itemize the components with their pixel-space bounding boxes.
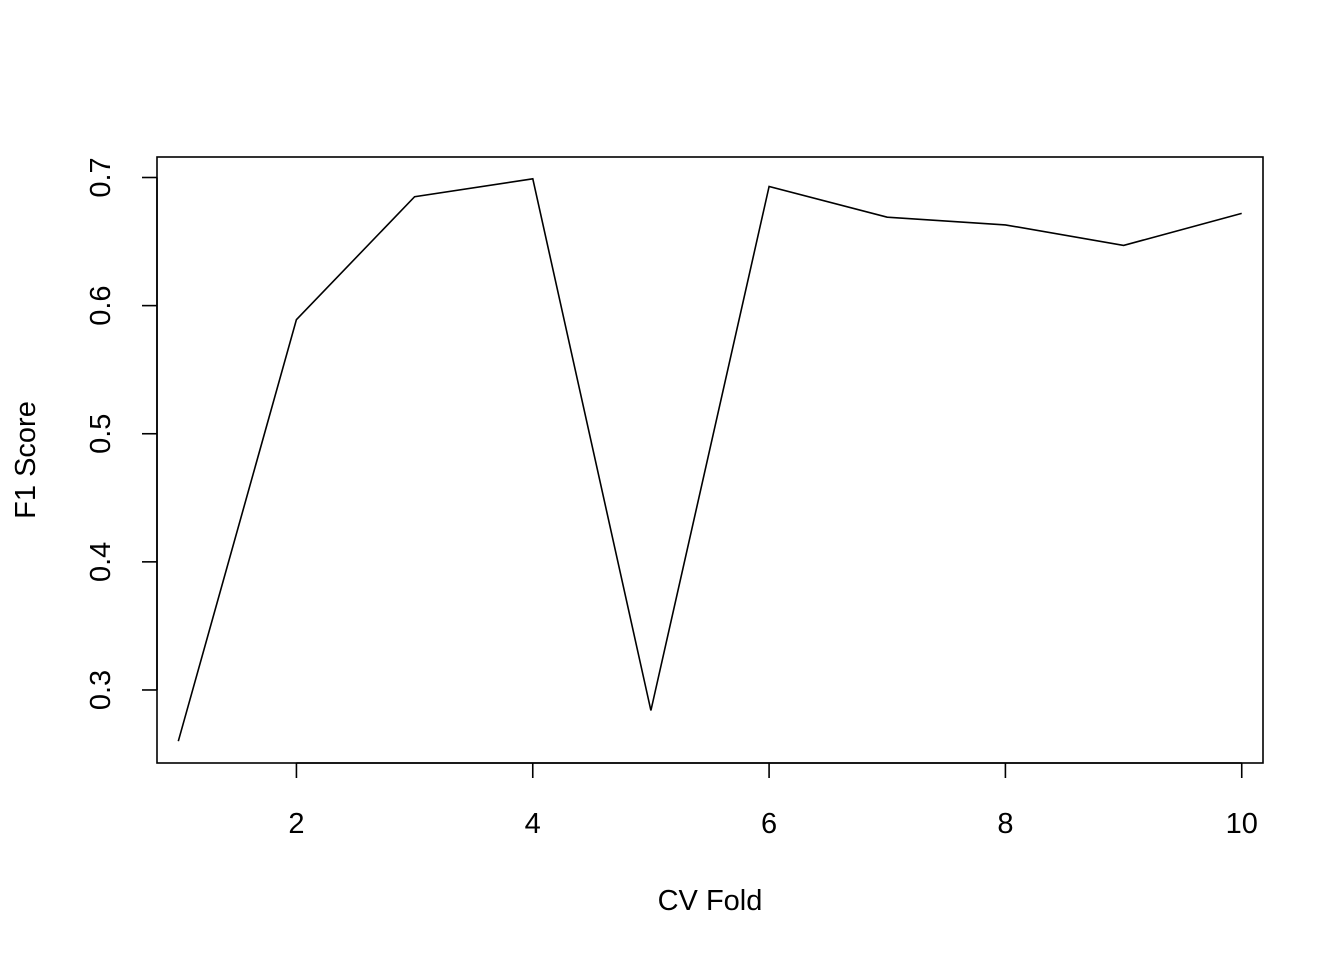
x-tick-label: 6 bbox=[761, 808, 777, 840]
y-tick-label: 0.3 bbox=[85, 670, 117, 710]
x-axis: 2 4 6 8 10 bbox=[288, 762, 1258, 840]
y-tick-label: 0.7 bbox=[85, 157, 117, 197]
x-tick-label: 8 bbox=[997, 808, 1013, 840]
series-group bbox=[177, 177, 1242, 742]
x-axis-title: CV Fold bbox=[658, 885, 763, 917]
x-tick-label: 4 bbox=[525, 808, 541, 840]
y-axis: 0.3 0.4 0.5 0.6 0.7 bbox=[85, 157, 158, 710]
series-line bbox=[177, 177, 1242, 742]
y-axis-title: F1 Score bbox=[10, 401, 42, 519]
y-tick-label: 0.5 bbox=[85, 414, 117, 454]
plot-frame bbox=[156, 156, 1264, 764]
x-tick-label: 2 bbox=[288, 808, 304, 840]
y-tick-label: 0.6 bbox=[85, 285, 117, 325]
y-tick-label: 0.4 bbox=[85, 542, 117, 582]
x-tick-label: 10 bbox=[1226, 808, 1258, 840]
